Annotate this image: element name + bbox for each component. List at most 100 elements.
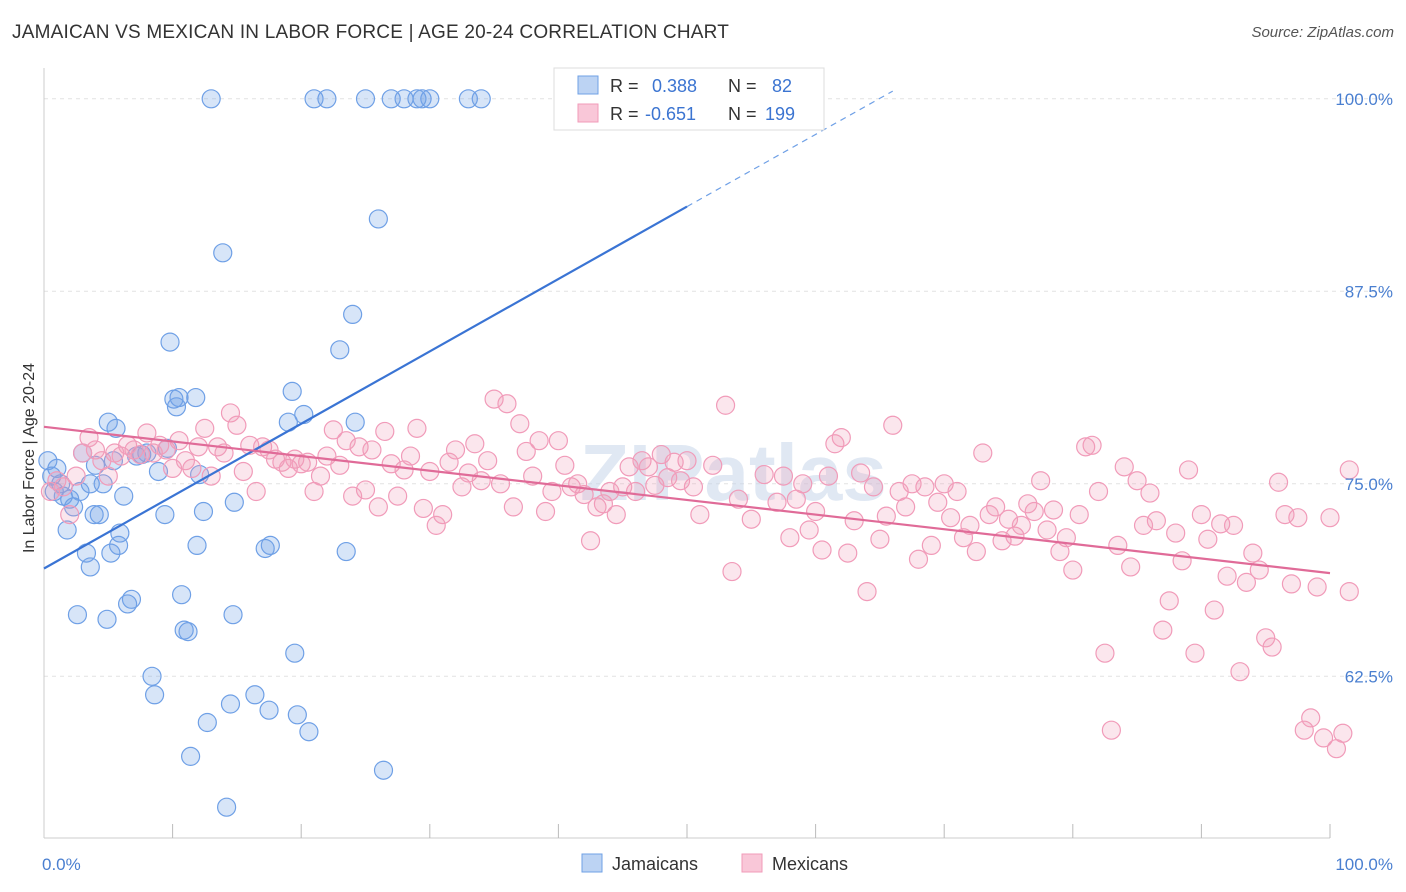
- mexican-point-99: [677, 451, 697, 471]
- jamaican-point-55: [224, 492, 244, 512]
- mexican-point-121: [851, 463, 871, 483]
- mexican-point-104: [722, 561, 742, 582]
- mexican-point-69: [484, 389, 504, 409]
- mexican-point-76: [529, 431, 549, 451]
- mexican-point-44: [323, 420, 343, 440]
- jamaican-point-36: [157, 438, 178, 458]
- mexican-point-124: [870, 529, 890, 549]
- mexican-point-188: [1281, 574, 1302, 594]
- mexican-point-139: [966, 541, 986, 562]
- mexican-point-167: [1146, 511, 1166, 531]
- x-tick-left: 0.0%: [42, 855, 81, 874]
- stats-legend-box: [553, 67, 825, 131]
- mexican-point-42: [310, 466, 331, 486]
- mexicans-trend-line: [43, 425, 1331, 575]
- mexican-point-172: [1178, 460, 1199, 480]
- jamaican-point-28: [121, 589, 142, 609]
- mexican-point-146: [1011, 515, 1031, 535]
- jamaican-point-37: [160, 332, 180, 352]
- mexican-point-128: [896, 497, 916, 517]
- mexican-point-88: [606, 504, 626, 525]
- jamaican-point-72: [355, 89, 376, 109]
- jamaican-point-26: [114, 486, 134, 506]
- mexican-point-166: [1140, 483, 1160, 503]
- bottom-legend-mexicans: Mexicans: [772, 854, 848, 874]
- mexican-point-178: [1217, 566, 1237, 586]
- watermark: ZIPatlas: [580, 428, 887, 517]
- jamaican-point-70: [343, 304, 363, 324]
- legend-n-value-jamaicans: 82: [772, 76, 792, 96]
- mexican-point-141: [979, 504, 999, 525]
- mexican-point-91: [625, 481, 646, 502]
- legend-swatch-mexicans: [577, 103, 599, 123]
- chart-title: JAMAICAN VS MEXICAN IN LABOR FORCE | AGE…: [12, 22, 730, 43]
- mexican-point-151: [1043, 500, 1064, 520]
- jamaican-point-61: [282, 381, 302, 401]
- mexican-point-83: [574, 484, 594, 505]
- mexican-point-22: [182, 458, 202, 478]
- mexican-point-28: [220, 403, 241, 423]
- jamaican-point-65: [299, 722, 319, 742]
- jamaican-point-43: [178, 622, 198, 642]
- mexican-point-107: [754, 464, 774, 485]
- mexican-point-133: [928, 492, 948, 512]
- jamaican-point-21: [101, 543, 121, 563]
- mexican-point-161: [1108, 535, 1128, 556]
- mexican-point-58: [413, 498, 433, 519]
- mexican-point-74: [516, 441, 536, 462]
- mexican-point-170: [1166, 523, 1186, 543]
- mexican-point-103: [715, 395, 736, 415]
- jamaican-point-40: [169, 387, 189, 408]
- mexican-point-132: [921, 535, 941, 556]
- mexican-point-101: [690, 504, 710, 525]
- x-tick-right: 100.0%: [1335, 855, 1393, 874]
- jamaican-point-54: [223, 605, 243, 625]
- mexican-point-118: [831, 428, 851, 448]
- jamaican-point-6: [57, 520, 77, 540]
- legend-n-label-2: N =: [728, 104, 757, 124]
- mexican-point-112: [793, 474, 813, 494]
- mexican-point-100: [683, 477, 704, 497]
- mexican-point-181: [1236, 572, 1257, 592]
- mexican-point-140: [973, 443, 993, 463]
- jamaican-point-51: [213, 243, 233, 263]
- mexican-point-185: [1262, 637, 1282, 657]
- grid-lines: [44, 98, 1395, 677]
- mexican-point-190: [1294, 720, 1314, 740]
- jamaican-point-45: [186, 387, 206, 408]
- mexican-point-175: [1198, 529, 1218, 549]
- mexican-point-194: [1320, 508, 1340, 528]
- mexican-point-193: [1313, 728, 1334, 748]
- mexican-point-93: [638, 457, 659, 477]
- mexican-point-32: [246, 481, 266, 502]
- mexican-point-54: [388, 486, 408, 506]
- jamaican-point-19: [97, 609, 117, 629]
- mexican-point-9: [98, 466, 118, 486]
- mexican-point-180: [1230, 662, 1250, 682]
- mexican-point-131: [915, 477, 935, 497]
- jamaican-point-57: [255, 538, 275, 559]
- jamaican-point-35: [155, 504, 175, 525]
- mexican-point-163: [1121, 557, 1141, 577]
- mexicans-points: [40, 389, 1359, 759]
- y-tick-labels: 100.0% 87.5% 75.0% 62.5%: [1335, 90, 1393, 686]
- jamaican-point-33: [144, 685, 165, 705]
- jamaican-point-44: [181, 746, 201, 766]
- legend-n-label-1: N =: [728, 76, 757, 96]
- mexican-point-62: [439, 452, 459, 472]
- mexican-point-197: [1339, 581, 1359, 602]
- mexican-point-77: [535, 501, 556, 522]
- jamaican-point-59: [260, 535, 280, 556]
- mexican-point-186: [1268, 472, 1289, 492]
- legend-r-label-2: R =: [610, 104, 639, 124]
- y-tick-label-1: 87.5%: [1345, 282, 1393, 301]
- mexican-point-150: [1037, 520, 1057, 540]
- mexican-point-57: [407, 418, 427, 438]
- jamaican-point-62: [285, 643, 305, 663]
- mexican-point-130: [908, 549, 929, 569]
- legend-swatch-jamaicans: [577, 75, 599, 95]
- mexican-point-176: [1204, 600, 1224, 620]
- mexican-point-78: [542, 481, 562, 502]
- mexican-point-84: [580, 531, 601, 551]
- mexican-point-7: [85, 440, 106, 460]
